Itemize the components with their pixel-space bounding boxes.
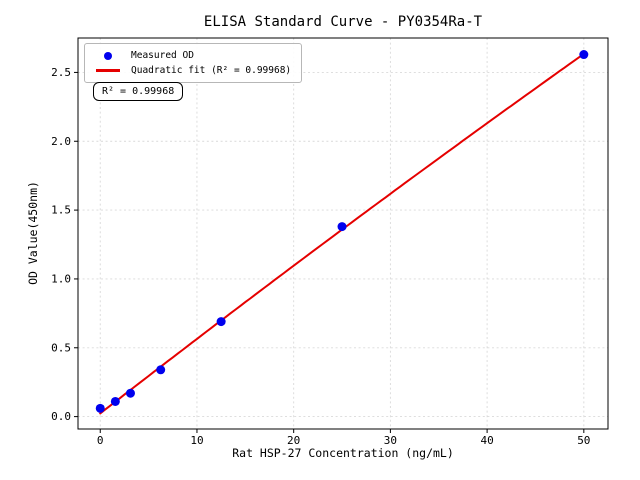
fit-line-icon xyxy=(96,69,120,72)
y-tick-label: 0.0 xyxy=(51,410,71,423)
x-tick-label: 0 xyxy=(97,434,104,447)
legend-label: Quadratic fit (R² = 0.99968) xyxy=(131,65,292,76)
measured-od-point xyxy=(579,50,589,60)
measured-od-point xyxy=(156,365,166,375)
y-tick-label: 1.0 xyxy=(51,272,71,285)
x-tick-label: 30 xyxy=(384,434,397,447)
measured-od-point xyxy=(95,403,105,413)
measured-od-point xyxy=(110,396,120,406)
legend: Measured OD Quadratic fit (R² = 0.99968) xyxy=(84,43,303,83)
x-axis-label: Rat HSP-27 Concentration (ng/mL) xyxy=(232,446,454,460)
legend-item-quadratic-fit: Quadratic fit (R² = 0.99968) xyxy=(93,63,291,78)
legend-label: Measured OD xyxy=(131,50,194,61)
measured-od-point xyxy=(125,388,135,398)
y-tick-label: 2.0 xyxy=(51,135,71,148)
y-tick-label: 0.5 xyxy=(51,341,71,354)
x-tick-label: 40 xyxy=(480,434,493,447)
legend-item-measured-od: Measured OD xyxy=(93,48,291,63)
chart-title: ELISA Standard Curve - PY0354Ra-T xyxy=(203,14,483,30)
x-tick-label: 50 xyxy=(577,434,590,447)
y-tick-label: 2.5 xyxy=(51,66,71,79)
quadratic-fit-line xyxy=(99,52,585,415)
x-tick-label: 20 xyxy=(287,434,300,447)
measured-od-dot-icon xyxy=(104,51,112,60)
measured-od-point xyxy=(337,222,347,232)
legend-marker-cell xyxy=(93,69,123,72)
measured-od-point xyxy=(216,317,226,327)
y-tick-label: 1.5 xyxy=(51,204,71,217)
x-tick-label: 10 xyxy=(190,434,203,447)
r-squared-annotation: R² = 0.99968 xyxy=(93,82,184,101)
legend-marker-cell xyxy=(93,51,123,60)
plot-border xyxy=(77,37,609,430)
